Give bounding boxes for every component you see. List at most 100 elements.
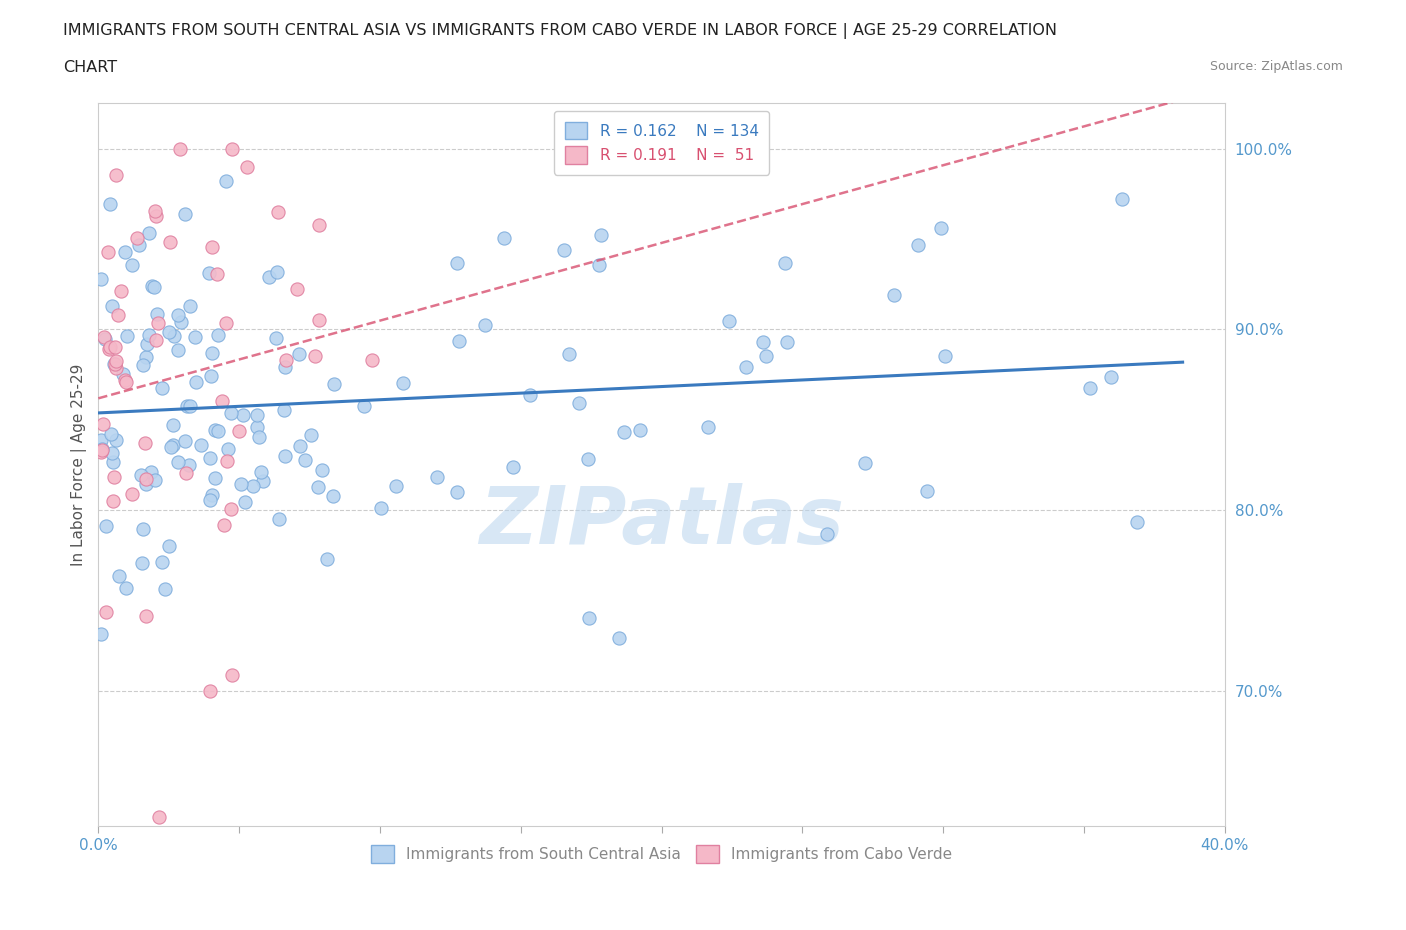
Point: [157, 538, 180, 553]
Point: [143, 204, 166, 219]
Point: [159, 324, 181, 339]
Point: [231, 477, 253, 492]
Point: [135, 350, 157, 365]
Point: [100, 445, 122, 460]
Point: [207, 424, 229, 439]
Point: [447, 333, 470, 348]
Point: [1125, 514, 1147, 529]
Point: [184, 330, 207, 345]
Point: [104, 339, 127, 354]
Legend: Immigrants from South Central Asia, Immigrants from Cabo Verde: Immigrants from South Central Asia, Immi…: [364, 839, 959, 869]
Point: [132, 522, 155, 537]
Point: [105, 167, 128, 182]
Point: [553, 243, 575, 258]
Point: [219, 501, 242, 516]
Point: [322, 489, 344, 504]
Point: [308, 313, 330, 328]
Point: [101, 494, 124, 509]
Point: [492, 231, 515, 246]
Point: [370, 500, 392, 515]
Point: [233, 495, 256, 510]
Point: [273, 360, 295, 375]
Point: [776, 335, 799, 350]
Point: [112, 366, 135, 381]
Point: [146, 316, 169, 331]
Point: [287, 346, 309, 361]
Point: [392, 376, 415, 391]
Point: [129, 468, 152, 483]
Point: [247, 430, 270, 445]
Point: [134, 435, 156, 450]
Point: [201, 346, 224, 361]
Point: [179, 299, 201, 313]
Point: [167, 307, 190, 322]
Point: [166, 454, 188, 469]
Point: [385, 479, 408, 494]
Point: [917, 483, 939, 498]
Point: [853, 456, 876, 471]
Point: [91, 442, 114, 457]
Point: [98, 197, 121, 212]
Point: [221, 141, 243, 156]
Point: [242, 479, 264, 494]
Point: [101, 455, 124, 470]
Point: [558, 346, 581, 361]
Point: [246, 419, 269, 434]
Point: [150, 380, 173, 395]
Point: [201, 240, 224, 255]
Point: [568, 396, 591, 411]
Point: [173, 206, 195, 221]
Point: [135, 477, 157, 492]
Point: [252, 473, 274, 488]
Point: [311, 463, 333, 478]
Point: [361, 352, 384, 367]
Point: [200, 369, 222, 384]
Point: [232, 407, 254, 422]
Point: [90, 272, 112, 286]
Point: [145, 333, 167, 348]
Point: [257, 270, 280, 285]
Point: [159, 440, 181, 455]
Point: [1099, 369, 1122, 384]
Point: [174, 465, 197, 480]
Point: [115, 580, 138, 595]
Point: [131, 555, 153, 570]
Point: [105, 353, 128, 368]
Point: [127, 231, 149, 246]
Point: [576, 452, 599, 467]
Point: [204, 471, 226, 485]
Point: [217, 441, 239, 456]
Point: [91, 443, 114, 458]
Text: IMMIGRANTS FROM SOUTH CENTRAL ASIA VS IMMIGRANTS FROM CABO VERDE IN LABOR FORCE : IMMIGRANTS FROM SOUTH CENTRAL ASIA VS IM…: [63, 23, 1057, 39]
Point: [100, 427, 122, 442]
Point: [139, 464, 162, 479]
Point: [108, 568, 131, 583]
Point: [204, 422, 226, 437]
Point: [1111, 192, 1133, 206]
Point: [146, 307, 169, 322]
Point: [179, 399, 201, 414]
Point: [446, 256, 468, 271]
Point: [115, 375, 138, 390]
Point: [114, 373, 136, 388]
Point: [934, 349, 956, 364]
Point: [266, 265, 288, 280]
Point: [267, 205, 290, 219]
Point: [177, 458, 200, 472]
Point: [198, 683, 221, 698]
Point: [115, 329, 138, 344]
Point: [136, 337, 159, 352]
Point: [274, 352, 297, 367]
Point: [613, 425, 636, 440]
Point: [103, 356, 125, 371]
Point: [322, 377, 344, 392]
Point: [607, 631, 630, 645]
Point: [929, 220, 952, 235]
Point: [201, 487, 224, 502]
Point: [249, 464, 271, 479]
Point: [103, 469, 125, 484]
Point: [90, 627, 112, 642]
Point: [135, 608, 157, 623]
Point: [198, 451, 221, 466]
Point: [150, 554, 173, 569]
